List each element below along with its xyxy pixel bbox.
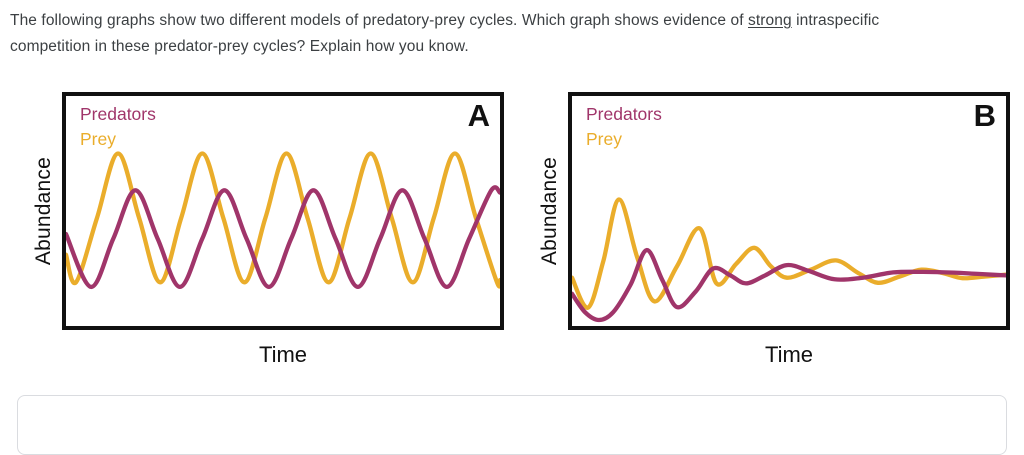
figure-b-chart — [572, 197, 1006, 323]
question-emphasis-strong: strong — [748, 12, 792, 29]
figure-b: Abundance Predators Prey B Time — [532, 92, 1010, 368]
legend-prey-label: Prey — [586, 129, 622, 149]
time-axis-label-b: Time — [764, 342, 814, 367]
prey-curve — [572, 197, 1006, 310]
answer-input[interactable] — [17, 395, 1007, 455]
figure-b-plot-area: Predators Prey B — [568, 92, 1010, 330]
figure-a-plot-area: Predators Prey A — [62, 92, 504, 330]
question-line1-after: intraspecific — [791, 12, 880, 29]
question-line1-before: The following graphs show two different … — [10, 12, 749, 29]
figure-a-legend: Predators Prey — [80, 102, 156, 152]
figure-a-chart — [66, 151, 500, 290]
figure-b-ylabel: Abundance — [532, 92, 568, 330]
abundance-axis-label: Abundance — [538, 156, 561, 266]
prey-curve — [66, 151, 500, 289]
panel-letter-b: B — [973, 98, 996, 133]
figure-b-legend: Predators Prey — [586, 102, 662, 152]
abundance-axis-label: Abundance — [32, 156, 55, 266]
legend-predators-label: Predators — [80, 104, 156, 124]
legend-predators-label: Predators — [586, 104, 662, 124]
predators-curve — [66, 185, 500, 290]
figure-a-ylabel: Abundance — [26, 92, 62, 330]
question-line-2: competition in these predator-prey cycle… — [10, 38, 469, 55]
figure-a: Abundance Predators Prey A Time — [26, 92, 504, 368]
predators-curve — [572, 247, 1006, 323]
question-text: The following graphs show two different … — [10, 8, 1000, 60]
time-axis-label-a: Time — [258, 342, 308, 367]
legend-prey-label: Prey — [80, 129, 116, 149]
panel-letter-a: A — [467, 98, 490, 133]
figures-row: Abundance Predators Prey A Time Abundanc… — [26, 92, 1014, 368]
question-line-1: The following graphs show two different … — [10, 8, 1000, 34]
